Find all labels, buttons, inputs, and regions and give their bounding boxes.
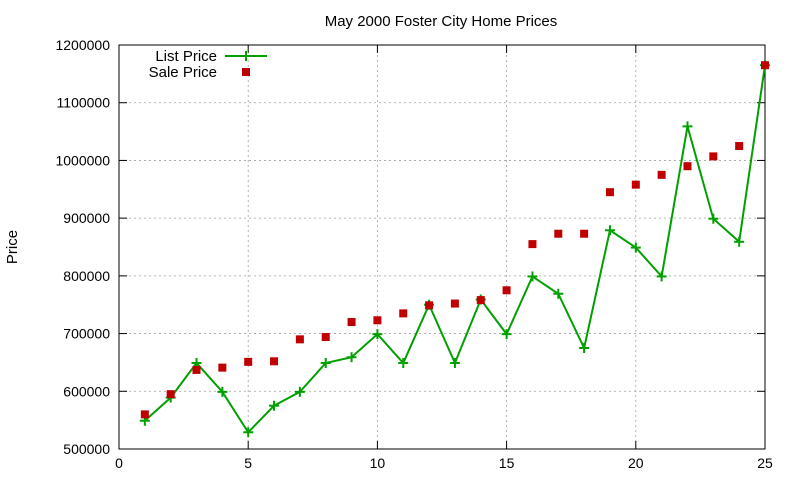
legend-label-0: List Price [155,48,217,65]
list-price-point [656,271,667,282]
sale-price-point [631,180,640,189]
sale-price-point [554,229,563,238]
list-price-point [398,358,409,369]
series [139,60,770,438]
list-price-point [682,121,693,132]
list-price-point [734,236,745,247]
x-tick-label: 20 [628,455,644,471]
list-price-point [217,386,228,397]
y-tick-label: 900000 [63,210,110,226]
sale-price-point [192,365,201,374]
sale-price-point [528,240,537,249]
list-price-point [630,242,641,253]
sale-price-point [270,357,279,366]
list-price-point [320,358,331,369]
sale-price-point [450,299,459,308]
plot-frame [118,44,766,450]
sale-price-point [761,61,769,70]
y-tick-label: 1000000 [55,152,110,168]
axes: 500000 600000 700000 800000 900000 1000000 110… [55,37,773,471]
sale-price-point [166,390,175,399]
legend-plus-marker [241,51,251,61]
sale-price-point [502,286,511,295]
sale-price-point [399,309,408,318]
list-price-point [346,352,357,363]
y-tick-label: 500000 [63,441,110,457]
list-price-line [144,65,766,434]
sale-price-point [140,410,149,419]
x-tick-label: 5 [244,455,252,471]
y-axis-label: Price [4,230,21,264]
sale-price-point [244,357,253,366]
x-tick-label: 10 [370,455,386,471]
list-price-point [372,329,383,340]
sale-price-point [295,335,304,344]
x-tick-label: 25 [757,455,773,471]
sale-price-point [709,152,718,161]
sale-price-point [657,170,666,179]
grid [119,45,765,449]
sale-price-point [735,142,744,150]
list-price-point [269,400,280,411]
series-0 [139,60,770,438]
list-price-point [604,225,615,236]
sale-price-point [347,318,356,327]
sale-price-point [321,333,330,342]
sale-price-point [683,162,692,171]
y-tick-label: 1200000 [55,37,110,53]
sale-price-point [425,301,434,310]
chart-title: May 2000 Foster City Home Prices [325,13,558,30]
sale-price-point [476,296,485,305]
list-price-point [294,386,305,397]
y-tick-label: 800000 [63,268,110,284]
y-tick-label: 600000 [63,383,110,399]
y-tick-label: 1100000 [57,95,111,111]
legend-square-marker [242,68,250,76]
legend-label-1: Sale Price [149,64,217,81]
sale-price-point [373,316,382,325]
sale-price-point [218,363,227,372]
x-tick-label: 0 [115,455,123,471]
sale-price-point [580,229,589,238]
list-price-point [243,427,254,438]
list-price-point [501,329,512,340]
list-price-point [579,343,590,353]
list-price-point [553,288,564,299]
sale-price-point [605,188,614,197]
list-price-point [527,271,538,282]
list-price-point [449,358,460,369]
y-tick-label: 700000 [63,326,110,342]
list-price-point [708,213,719,224]
x-tick-label: 15 [499,455,515,471]
series-1 [140,61,769,419]
